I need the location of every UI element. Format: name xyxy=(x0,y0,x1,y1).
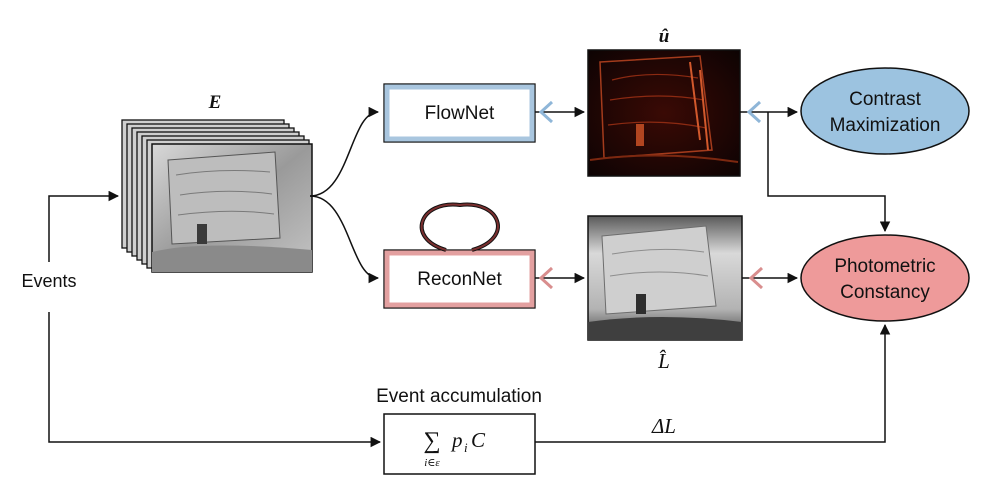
flownet-box: FlowNet xyxy=(383,83,536,143)
events-label: Events xyxy=(21,271,76,291)
accum-sum-sub: i∈ε xyxy=(424,457,440,469)
reconnet-box: ReconNet xyxy=(383,202,536,309)
flownet-label: FlowNet xyxy=(425,103,495,124)
photometric-line2: Constancy xyxy=(840,282,930,303)
photometric-constancy-node: Photometric Constancy xyxy=(800,234,970,322)
contrast-maximization-node: Contrast Maximization xyxy=(800,67,970,155)
events-to-accum-line xyxy=(48,312,382,448)
stack-label: E xyxy=(208,92,222,113)
flow-image xyxy=(587,49,741,177)
recon-image xyxy=(587,215,743,341)
event-stack: E xyxy=(121,92,313,273)
delta-label: ΔL xyxy=(651,414,676,438)
accum-title: Event accumulation xyxy=(376,386,542,407)
contrast-line2: Maximization xyxy=(830,115,941,136)
event-frame-image xyxy=(151,143,313,273)
events-to-stack-line xyxy=(48,190,120,262)
accum-term-c: C xyxy=(471,428,486,452)
accum-sum: ∑ xyxy=(423,428,440,454)
recon-grad-head-2 xyxy=(748,266,764,290)
accum-to-photometric-arrow xyxy=(535,323,891,443)
flow-grad-head-2 xyxy=(746,100,762,124)
reconnet-label: ReconNet xyxy=(417,269,502,290)
accum-box: ∑ i∈ε p i C xyxy=(383,413,536,475)
flow-to-photometric-arrow xyxy=(767,112,891,233)
stack-to-flownet-arrow xyxy=(309,106,380,197)
flow-grad-head-1 xyxy=(538,100,554,124)
contrast-line1: Contrast xyxy=(849,89,922,110)
accum-term-p: p xyxy=(450,428,463,452)
flow-label: û xyxy=(659,26,670,47)
recon-grad-head-1 xyxy=(538,266,554,290)
accum-term-sub: i xyxy=(464,440,468,455)
recon-label: L̂ xyxy=(657,349,670,373)
photometric-line1: Photometric xyxy=(834,256,935,277)
stack-to-reconnet-arrow xyxy=(309,195,380,284)
